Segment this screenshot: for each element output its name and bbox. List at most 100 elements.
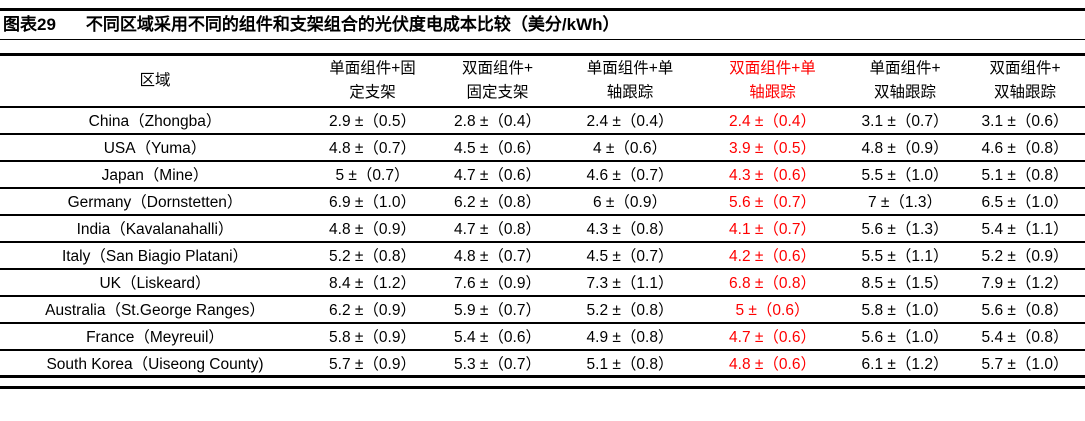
figure-caption: 不同区域采用不同的组件和支架组合的光伏度电成本比较（美分/kWh） xyxy=(85,15,620,34)
value-cell: 5.6 ±（0.7） xyxy=(700,186,845,215)
value-cell: 4.8 ±（0.7） xyxy=(310,132,435,161)
col-header-bifacial-fixed: 双面组件+ 固定支架 xyxy=(435,54,560,108)
value-cell: 3.1 ±（0.7） xyxy=(861,113,949,130)
value-cell: 4.8 ±（0.7） xyxy=(435,240,560,269)
header-row: 区域 单面组件+固 定支架 双面组件+ 固定支架 单面组件+单 轴跟踪 双面组件… xyxy=(0,54,1085,108)
header-line-1: 双面组件+单 xyxy=(729,59,816,77)
figure-title: 图表29 不同区域采用不同的组件和支架组合的光伏度电成本比较（美分/kWh） xyxy=(0,11,1085,39)
value-cell: 6.1 ±（1.2） xyxy=(845,348,965,377)
col-header-bifacial-single-axis: 双面组件+单 轴跟踪 xyxy=(700,54,845,108)
region-cell: USA（Yuma） xyxy=(0,132,310,161)
col-header-mono-fixed: 单面组件+固 定支架 xyxy=(310,54,435,108)
header-line-2: 轴跟踪 xyxy=(749,83,796,101)
table-row: Germany（Dornstetten） 6.9 ±（1.0） 6.2 ±（0.8）… xyxy=(0,186,1085,215)
col-header-bifacial-dual-axis: 双面组件+ 双轴跟踪 xyxy=(965,54,1085,108)
header-line-1: 单面组件+ xyxy=(869,59,941,77)
value-cell: 4.9 ±（0.8） xyxy=(560,321,700,350)
col-header-region: 区域 xyxy=(0,54,310,108)
table-row: USA（Yuma） 4.8 ±（0.7） 4.5 ±（0.6） 4 ±（0.6） 3.9… xyxy=(0,132,1085,161)
value-cell: 5.4 ±（0.6） xyxy=(435,321,560,350)
value-cell: 4.2 ±（0.6） xyxy=(700,240,845,269)
value-cell: 4.6 ±（0.8） xyxy=(965,132,1085,161)
table-row: South Korea（Uiseong County) 5.7 ±（0.9） 5.3… xyxy=(0,348,1085,377)
table-row: India（Kavalanahalli） 4.8 ±（0.9） 4.7 ±（0.8）… xyxy=(0,213,1085,242)
value-cell: 5.1 ±（0.8） xyxy=(560,348,700,377)
value-cell: 7.6 ±（0.9） xyxy=(435,267,560,296)
header-line-1: 双面组件+ xyxy=(461,59,534,77)
header-line-1: 单面组件+固 xyxy=(329,59,416,77)
value-cell: 4.6 ±（0.7） xyxy=(560,159,700,188)
value-cell: 5.2 ±（0.9） xyxy=(965,240,1085,269)
header-line-2: 双轴跟踪 xyxy=(993,83,1056,101)
lcoe-comparison-table: 区域 单面组件+固 定支架 双面组件+ 固定支架 单面组件+单 轴跟踪 双面组件… xyxy=(0,53,1085,378)
value-cell: 5.7 ±（0.9） xyxy=(310,348,435,377)
header-line-2: 轴跟踪 xyxy=(606,83,654,101)
region-cell: South Korea（Uiseong County) xyxy=(0,348,310,377)
value-cell: 8.4 ±（1.2） xyxy=(310,267,435,296)
value-cell: 6.9 ±（1.0） xyxy=(310,186,435,215)
header-line-2: 定支架 xyxy=(349,83,396,101)
table-row: Italy（San Biagio Platani） 5.2 ±（0.8） 4.8 ±… xyxy=(0,240,1085,269)
region-cell: Italy（San Biagio Platani） xyxy=(0,240,310,269)
value-cell: 4.7 ±（0.6） xyxy=(700,321,845,350)
col-header-mono-single-axis: 单面组件+单 轴跟踪 xyxy=(560,54,700,108)
value-cell: 3.1 ±（0.6） xyxy=(981,113,1069,130)
value-cell: 2.4 ±（0.4） xyxy=(729,113,816,130)
region-cell: UK（Liskeard） xyxy=(0,267,310,296)
value-cell: 4.8 ±（0.6） xyxy=(700,348,845,377)
table-row: UK（Liskeard） 8.4 ±（1.2） 7.6 ±（0.9） 7.3 ±（1.… xyxy=(0,267,1085,296)
value-cell: 5.6 ±（0.8） xyxy=(965,294,1085,323)
value-cell: 5.4 ±（0.8） xyxy=(965,321,1085,350)
table-row: Australia（St.George Ranges） 6.2 ±（0.9） 5.9… xyxy=(0,294,1085,323)
value-cell: 4.5 ±（0.7） xyxy=(560,240,700,269)
value-cell: 4.8 ±（0.9） xyxy=(845,132,965,161)
value-cell: 7 ±（1.3） xyxy=(845,186,965,215)
value-cell: 5.8 ±（0.9） xyxy=(310,321,435,350)
value-cell: 2.9 ±（0.5） xyxy=(329,113,416,130)
header-line-2: 固定支架 xyxy=(466,83,529,101)
value-cell: 5.5 ±（1.0） xyxy=(845,159,965,188)
region-cell: Australia（St.George Ranges） xyxy=(0,294,310,323)
header-line-1: 双面组件+ xyxy=(989,59,1061,77)
value-cell: 5.8 ±（1.0） xyxy=(845,294,965,323)
value-cell: 7.3 ±（1.1） xyxy=(560,267,700,296)
table-row: China（Zhongba） 2.9 ±（0.5） 2.8 ±（0.4） 2.4 ±（… xyxy=(0,107,1085,134)
title-underline-rule xyxy=(0,39,1085,40)
figure-label: 图表29 xyxy=(3,15,56,34)
col-header-mono-dual-axis: 单面组件+ 双轴跟踪 xyxy=(845,54,965,108)
value-cell: 6.2 ±（0.8） xyxy=(435,186,560,215)
region-cell: France（Meyreuil） xyxy=(0,321,310,350)
value-cell: 4.7 ±（0.6） xyxy=(435,159,560,188)
section-bottom-rule xyxy=(0,386,1085,389)
value-cell: 4.8 ±（0.9） xyxy=(310,213,435,242)
value-cell: 6.5 ±（1.0） xyxy=(965,186,1085,215)
value-cell: 5.1 ±（0.8） xyxy=(965,159,1085,188)
header-line-1: 单面组件+单 xyxy=(586,59,674,77)
table-body: China（Zhongba） 2.9 ±（0.5） 2.8 ±（0.4） 2.4 ±（… xyxy=(0,107,1085,377)
value-cell: 4.3 ±（0.8） xyxy=(560,213,700,242)
value-cell: 5.5 ±（1.1） xyxy=(845,240,965,269)
value-cell: 5.6 ±（1.0） xyxy=(845,321,965,350)
region-cell: India（Kavalanahalli） xyxy=(0,213,310,242)
value-cell: 5.2 ±（0.8） xyxy=(310,240,435,269)
value-cell: 3.9 ±（0.5） xyxy=(700,132,845,161)
value-cell: 4.7 ±（0.8） xyxy=(435,213,560,242)
value-cell: 2.8 ±（0.4） xyxy=(454,113,541,130)
header-line-2: 双轴跟踪 xyxy=(873,83,936,101)
value-cell: 5.7 ±（1.0） xyxy=(965,348,1085,377)
region-cell: Japan（Mine） xyxy=(0,159,310,188)
value-cell: 4.1 ±（0.7） xyxy=(700,213,845,242)
title-top-rule xyxy=(0,8,1085,11)
table-row: France（Meyreuil） 5.8 ±（0.9） 5.4 ±（0.6） 4.9 … xyxy=(0,321,1085,350)
value-cell: 6.8 ±（0.8） xyxy=(700,267,845,296)
value-cell: 5.6 ±（1.3） xyxy=(845,213,965,242)
value-cell: 8.5 ±（1.5） xyxy=(845,267,965,296)
region-cell: China（Zhongba） xyxy=(88,113,222,130)
value-cell: 5.3 ±（0.7） xyxy=(435,348,560,377)
value-cell: 2.4 ±（0.4） xyxy=(586,113,674,130)
value-cell: 5 ±（0.7） xyxy=(310,159,435,188)
table-row: Japan（Mine） 5 ±（0.7） 4.7 ±（0.6） 4.6 ±（0.7） 4… xyxy=(0,159,1085,188)
value-cell: 4.5 ±（0.6） xyxy=(435,132,560,161)
value-cell: 5.2 ±（0.8） xyxy=(560,294,700,323)
